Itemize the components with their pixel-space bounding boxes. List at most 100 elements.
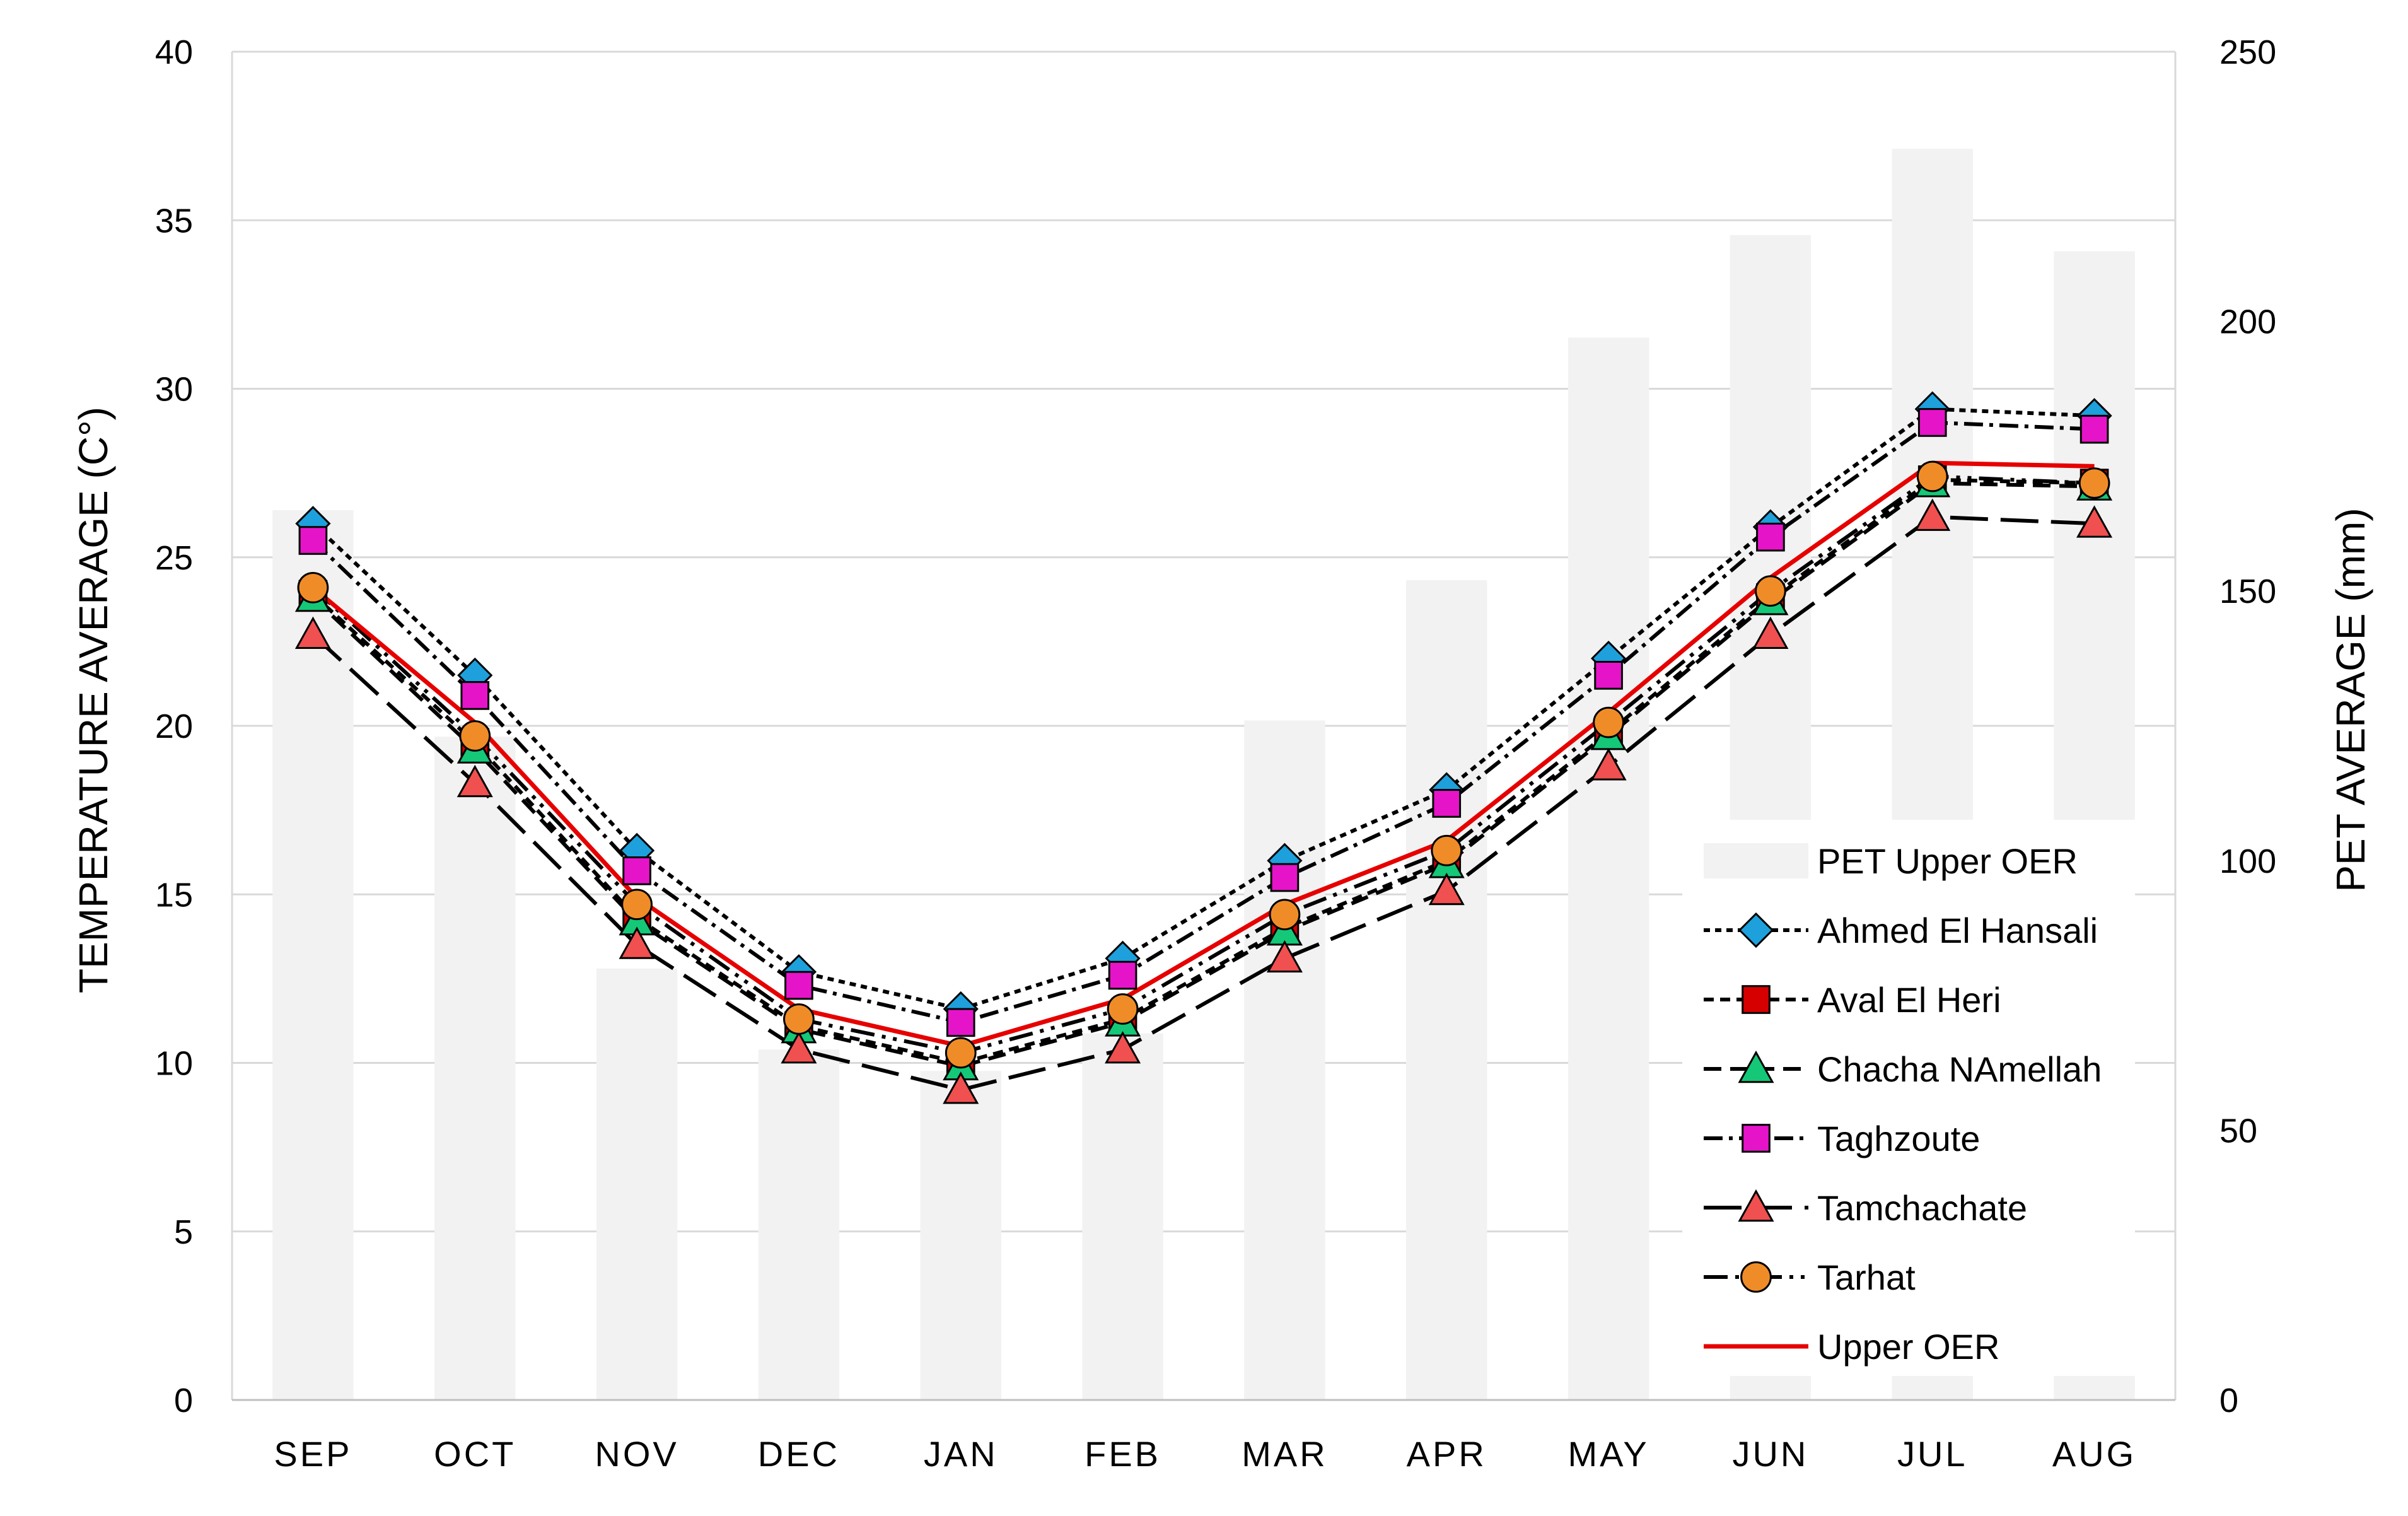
left-tick-label: 10 — [155, 1045, 193, 1083]
pet-bar — [1568, 337, 1649, 1400]
category-label: OCT — [434, 1434, 516, 1474]
series-marker — [294, 616, 331, 649]
left-tick-label: 0 — [174, 1382, 193, 1420]
series-marker — [1742, 985, 1771, 1014]
series-marker — [1593, 706, 1624, 738]
series-marker — [1432, 789, 1462, 818]
legend-swatch — [1704, 843, 1808, 878]
series-marker — [1738, 912, 1774, 948]
series-marker — [946, 1008, 975, 1037]
series-marker — [1590, 748, 1627, 781]
series-marker — [781, 1031, 817, 1064]
pet-bar — [1244, 720, 1325, 1400]
series-marker — [2076, 505, 2113, 538]
left-tick-label: 35 — [155, 202, 193, 240]
series-marker — [943, 1071, 979, 1104]
category-label: DEC — [758, 1434, 840, 1474]
right-axis-title: PET AVERAGE (mm) — [2328, 508, 2373, 892]
category-label: MAY — [1568, 1434, 1649, 1474]
category-label: JUL — [1897, 1434, 1968, 1474]
category-labels: SEP OCT NOV DEC JAN FEB MAR APR MAY JUN JUL AUG — [274, 1434, 2136, 1474]
series-marker — [298, 526, 328, 555]
series-marker — [1108, 960, 1137, 990]
series-marker — [1266, 940, 1303, 973]
legend-label: Tamchachate — [1817, 1188, 2027, 1228]
pet-bar — [920, 1071, 1001, 1400]
legend-label: Tarhat — [1817, 1257, 1916, 1297]
right-tick-label: 250 — [2219, 33, 2276, 71]
legend-label: PET Upper OER — [1817, 841, 2078, 881]
series-marker — [1270, 863, 1300, 892]
legend-label: Aval El Heri — [1817, 980, 2001, 1020]
legend-label: Ahmed El Hansali — [1817, 911, 2098, 950]
series-line — [311, 515, 2095, 1092]
series-marker — [1738, 1050, 1774, 1083]
series-marker — [945, 1037, 977, 1069]
category-label: MAR — [1242, 1434, 1327, 1474]
series-marker — [1914, 498, 1951, 531]
category-label: FEB — [1085, 1434, 1161, 1474]
series-marker — [1428, 872, 1465, 906]
category-label: SEP — [274, 1434, 352, 1474]
series-marker — [1269, 899, 1301, 931]
series-line — [311, 477, 2095, 1065]
left-tick-label: 15 — [155, 876, 193, 914]
series-marker — [460, 681, 490, 710]
left-tick-label: 20 — [155, 708, 193, 745]
right-tick-label: 200 — [2219, 303, 2276, 341]
series-line — [311, 474, 2095, 1055]
series-markers — [294, 391, 2113, 1104]
series-marker — [621, 889, 653, 921]
left-tick-label: 40 — [155, 33, 193, 71]
series-line — [311, 420, 2095, 1025]
series-marker — [1594, 661, 1623, 690]
pet-bar — [1406, 580, 1487, 1401]
series-marker — [1738, 1189, 1774, 1222]
series-line — [311, 407, 2095, 1011]
right-tick-label: 150 — [2219, 573, 2276, 610]
grid-lines — [232, 50, 2175, 1401]
legend: PET Upper OER Ahmed El Hansali Aval El Her… — [1682, 820, 2135, 1376]
category-label: JAN — [924, 1434, 998, 1474]
series-marker — [459, 720, 491, 752]
series-marker — [1917, 408, 1947, 437]
series-line — [311, 460, 2095, 1049]
legend-label: Taghzoute — [1817, 1119, 1980, 1158]
legend-label: Upper OER — [1817, 1327, 1999, 1367]
series-marker — [2078, 467, 2110, 499]
series-marker — [457, 764, 493, 798]
right-tick-label: 100 — [2219, 843, 2276, 880]
category-label: AUG — [2052, 1434, 2136, 1474]
series-lines — [311, 407, 2095, 1092]
series-marker — [1916, 460, 1948, 493]
legend-label: Chacha NAmellah — [1817, 1049, 2102, 1089]
left-tick-label: 25 — [155, 539, 193, 577]
left-axis-title: TEMPERATURE AVERAGE (C°) — [71, 407, 116, 993]
series-marker — [297, 571, 329, 603]
series-marker — [1107, 993, 1139, 1025]
series-marker — [1740, 1261, 1772, 1293]
left-axis-ticks: 0 5 10 15 20 25 30 35 40 — [155, 33, 193, 1420]
series-marker — [1752, 616, 1789, 649]
pet-bar — [596, 968, 678, 1400]
series-marker — [1742, 1124, 1771, 1153]
series-marker — [784, 971, 813, 1000]
pet-bar — [434, 737, 516, 1400]
pet-bar — [1082, 1033, 1163, 1400]
category-label: APR — [1407, 1434, 1487, 1474]
category-label: JUN — [1732, 1434, 1808, 1474]
axes — [231, 52, 2177, 1401]
left-tick-label: 5 — [174, 1213, 193, 1251]
series-marker — [783, 1003, 815, 1035]
right-tick-label: 50 — [2219, 1112, 2257, 1150]
series-marker — [1756, 522, 1785, 552]
series-marker — [1755, 575, 1786, 607]
series-marker — [1431, 834, 1463, 866]
pet-bar — [758, 1049, 840, 1400]
right-tick-label: 0 — [2219, 1382, 2238, 1420]
series-marker — [1105, 1031, 1141, 1064]
series-marker — [619, 926, 655, 959]
category-label: NOV — [595, 1434, 678, 1474]
